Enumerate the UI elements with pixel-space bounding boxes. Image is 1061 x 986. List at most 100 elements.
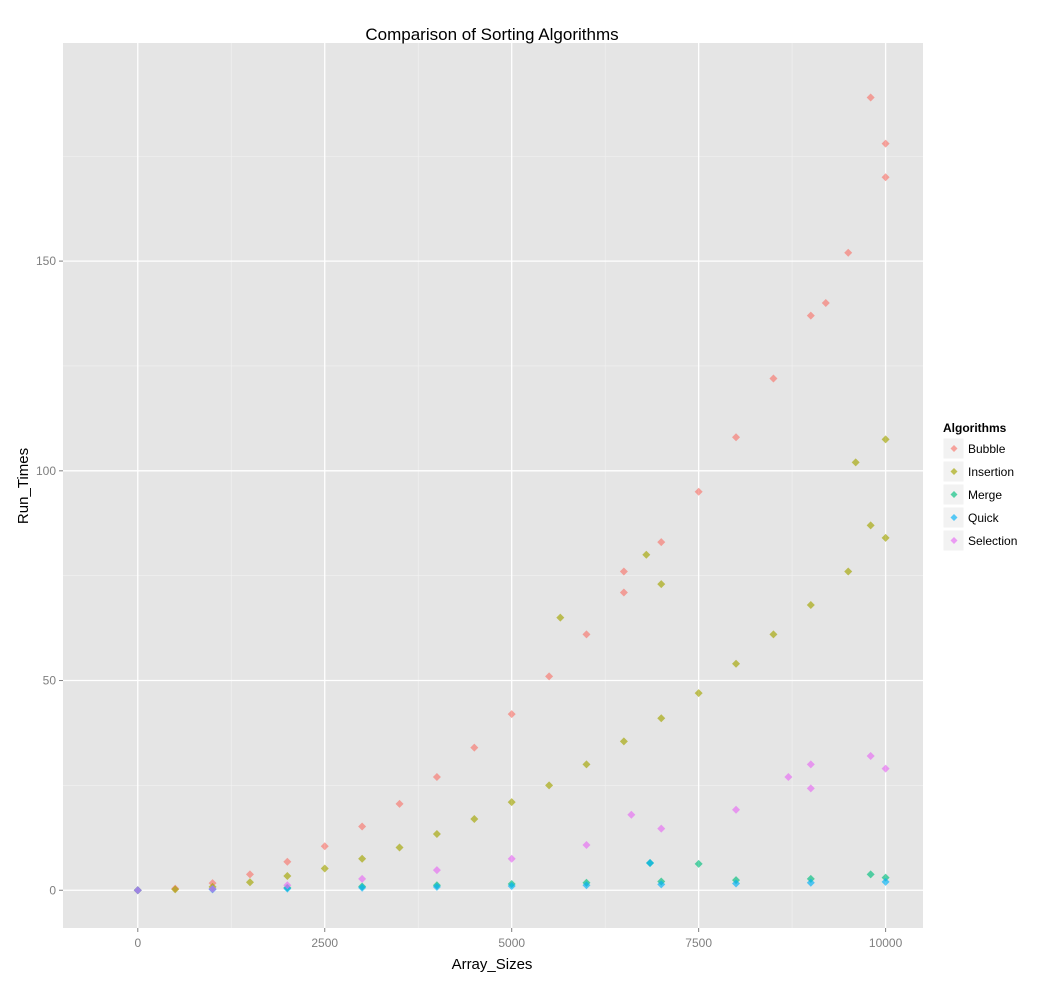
bubble-point bbox=[657, 538, 666, 547]
bubble-point bbox=[545, 672, 554, 681]
quick-point bbox=[582, 881, 591, 890]
insertion-point bbox=[556, 613, 565, 622]
selection-point bbox=[881, 764, 890, 773]
bubble-point bbox=[732, 433, 741, 442]
y-tick-label: 150 bbox=[36, 254, 56, 268]
insertion-point bbox=[470, 814, 479, 823]
x-axis-ticks: 0 2500 5000 7500 10000 bbox=[134, 928, 903, 950]
bubble-point bbox=[395, 799, 404, 808]
x-tick-label: 0 bbox=[134, 936, 141, 950]
selection-point bbox=[582, 840, 591, 849]
bubble-point bbox=[881, 139, 890, 148]
quick-point bbox=[657, 880, 666, 889]
insertion-point bbox=[545, 781, 554, 790]
bubble-point bbox=[844, 248, 853, 257]
quick-point bbox=[881, 877, 890, 886]
merge-point bbox=[881, 873, 890, 882]
legend-marker bbox=[950, 468, 958, 475]
selection-point bbox=[866, 752, 875, 761]
y-axis-ticks: 0 50 100 150 bbox=[36, 254, 63, 897]
bubble-point bbox=[619, 567, 628, 576]
bubble-point bbox=[283, 857, 292, 866]
selection-point bbox=[133, 886, 142, 895]
y-tick-label: 50 bbox=[43, 674, 57, 688]
selection-point bbox=[358, 874, 367, 883]
legend-label: Insertion bbox=[968, 465, 1014, 479]
minor-gridlines bbox=[63, 43, 923, 928]
insertion-point bbox=[769, 630, 778, 639]
quick-point bbox=[806, 878, 815, 887]
bubble-point bbox=[881, 173, 890, 182]
insertion-point bbox=[283, 871, 292, 880]
bubble-point bbox=[769, 374, 778, 383]
bubble-point bbox=[358, 822, 367, 831]
bubble-point bbox=[432, 773, 441, 782]
series-insertion bbox=[133, 435, 890, 895]
plot-panel bbox=[63, 43, 923, 928]
bubble-point bbox=[806, 311, 815, 320]
selection-point bbox=[432, 866, 441, 875]
selection-point bbox=[806, 760, 815, 769]
y-axis-label: Run_Times bbox=[15, 448, 32, 524]
insertion-point bbox=[245, 878, 254, 887]
x-axis-label: Array_Sizes bbox=[452, 956, 533, 973]
quick-point bbox=[432, 882, 441, 891]
insertion-point bbox=[866, 521, 875, 530]
insertion-point bbox=[806, 601, 815, 610]
quick-point bbox=[732, 879, 741, 888]
bubble-point bbox=[619, 588, 628, 597]
quick-point bbox=[507, 882, 516, 891]
series-selection bbox=[133, 752, 890, 895]
insertion-point bbox=[694, 689, 703, 698]
insertion-point bbox=[320, 864, 329, 873]
selection-point bbox=[283, 881, 292, 890]
bubble-point bbox=[582, 630, 591, 639]
legend-marker bbox=[950, 445, 958, 452]
insertion-point bbox=[881, 435, 890, 444]
insertion-point bbox=[432, 830, 441, 839]
bubble-point bbox=[245, 870, 254, 879]
bubble-point bbox=[507, 710, 516, 719]
data-points bbox=[133, 93, 890, 895]
insertion-point bbox=[844, 567, 853, 576]
insertion-point bbox=[582, 760, 591, 769]
merge-point bbox=[694, 859, 703, 868]
selection-point bbox=[507, 854, 516, 863]
selection-point bbox=[657, 824, 666, 833]
insertion-point bbox=[171, 885, 180, 894]
selection-point bbox=[208, 884, 217, 893]
legend-label: Selection bbox=[968, 534, 1017, 548]
insertion-point bbox=[657, 580, 666, 589]
legend-label: Quick bbox=[968, 511, 1000, 525]
selection-point bbox=[806, 784, 815, 793]
legend: Algorithms Bubble Insertion Merge Quick Sele… bbox=[942, 421, 1017, 552]
x-tick-label: 10000 bbox=[869, 936, 903, 950]
bubble-point bbox=[470, 743, 479, 752]
insertion-point bbox=[395, 843, 404, 852]
quick-point bbox=[358, 883, 367, 892]
bubble-point bbox=[320, 842, 329, 851]
legend-label: Merge bbox=[968, 488, 1002, 502]
insertion-point bbox=[642, 550, 651, 559]
insertion-point bbox=[619, 737, 628, 746]
bubble-point bbox=[694, 487, 703, 496]
bubble-point bbox=[821, 299, 830, 308]
insertion-point bbox=[732, 659, 741, 668]
selection-point bbox=[732, 805, 741, 814]
legend-label: Bubble bbox=[968, 442, 1006, 456]
insertion-point bbox=[507, 798, 516, 807]
x-tick-label: 7500 bbox=[685, 936, 712, 950]
legend-marker bbox=[950, 514, 958, 521]
selection-point bbox=[784, 773, 793, 782]
legend-title: Algorithms bbox=[943, 421, 1007, 435]
legend-marker bbox=[950, 537, 958, 544]
legend-marker bbox=[950, 491, 958, 498]
y-tick-label: 100 bbox=[36, 464, 56, 478]
merge-point bbox=[866, 870, 875, 879]
chart-title: Comparison of Sorting Algorithms bbox=[365, 25, 618, 44]
insertion-point bbox=[881, 533, 890, 542]
quick-point bbox=[646, 858, 655, 867]
y-tick-label: 0 bbox=[49, 883, 56, 897]
